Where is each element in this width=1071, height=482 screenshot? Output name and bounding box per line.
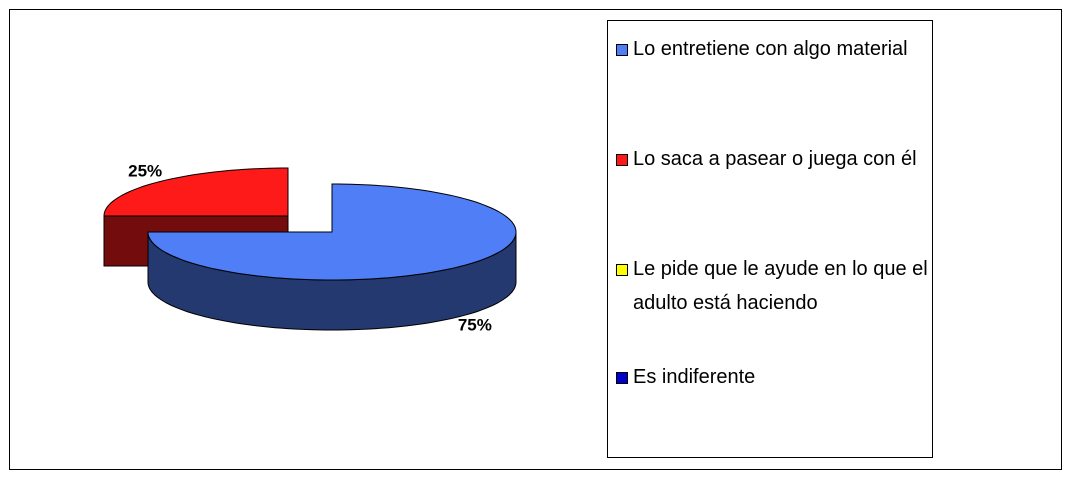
legend-entry: Es indiferente bbox=[616, 360, 928, 394]
legend-label: Lo saca a pasear o juega con él bbox=[633, 148, 917, 170]
legend-swatch bbox=[616, 264, 628, 276]
legend-entry: Lo entretiene con algo material bbox=[616, 32, 928, 66]
data-label: 75% bbox=[458, 315, 492, 334]
legend-swatch bbox=[616, 44, 628, 56]
data-label: 25% bbox=[128, 162, 162, 181]
slice-top bbox=[103, 167, 289, 217]
slice-top bbox=[147, 183, 517, 281]
pie-slice bbox=[147, 183, 517, 331]
legend-label: Es indiferente bbox=[633, 366, 756, 388]
legend-entry: Lo saca a pasear o juega con él bbox=[616, 142, 928, 176]
legend-swatch bbox=[616, 154, 628, 166]
legend-swatch bbox=[616, 372, 628, 384]
legend-label: Lo entretiene con algo material bbox=[633, 38, 908, 60]
legend-entry: Le pide que le ayude en lo que el adulto… bbox=[616, 252, 928, 320]
legend: Lo entretiene con algo material Lo saca a… bbox=[607, 20, 933, 458]
legend-label: Le pide que le ayude en lo que el adulto… bbox=[633, 258, 928, 314]
